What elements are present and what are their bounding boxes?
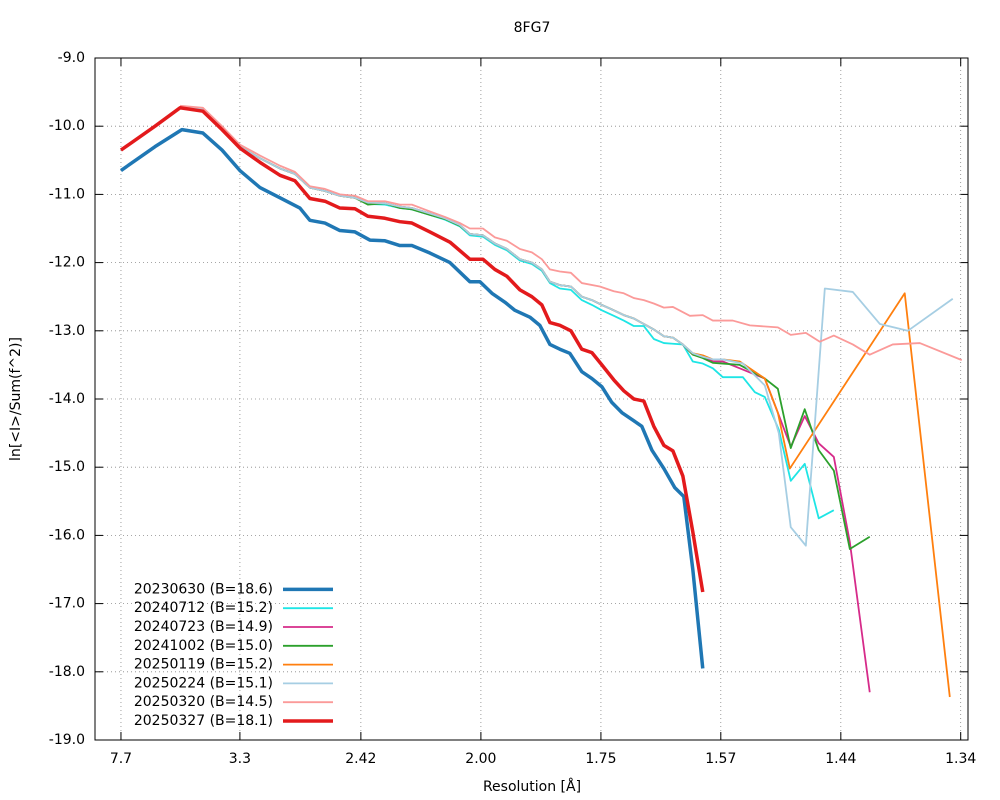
x-tick-label: 7.7 [110, 751, 132, 767]
chart-title: 8FG7 [514, 20, 551, 36]
x-tick-label: 1.57 [705, 751, 736, 767]
x-tick-label: 1.34 [945, 751, 976, 767]
y-tick-label: -17.0 [49, 596, 85, 612]
legend-label: 20241002 (B=15.0) [134, 638, 273, 654]
x-axis-label: Resolution [Å] [483, 778, 581, 795]
series-line [119, 127, 705, 669]
series-line [179, 104, 963, 361]
series-line [179, 106, 954, 547]
series-line [119, 106, 705, 593]
legend-label: 20240723 (B=14.9) [134, 619, 273, 635]
legend-label: 20230630 (B=18.6) [134, 581, 273, 597]
y-tick-label: -12.0 [49, 255, 85, 271]
x-tick-label: 2.42 [345, 751, 376, 767]
y-tick-label: -9.0 [58, 50, 85, 66]
legend-label: 20250320 (B=14.5) [134, 694, 273, 710]
x-tick-label: 1.75 [585, 751, 616, 767]
x-tick-label: 2.00 [465, 751, 496, 767]
y-tick-label: -18.0 [49, 664, 85, 680]
y-tick-label: -15.0 [49, 459, 85, 475]
y-tick-label: -14.0 [49, 391, 85, 407]
y-tick-label: -13.0 [49, 323, 85, 339]
y-tick-label: -10.0 [49, 118, 85, 134]
legend-label: 20250119 (B=15.2) [134, 657, 273, 673]
plot-frame [94, 57, 969, 741]
legend-label: 20240712 (B=15.2) [134, 600, 273, 616]
y-tick-label: -16.0 [49, 527, 85, 543]
x-tick-label: 1.44 [825, 751, 856, 767]
y-axis-label: ln[<I>/Sum(f^2)] [8, 337, 24, 461]
legend-label: 20250327 (B=18.1) [134, 713, 273, 729]
x-tick-label: 3.3 [229, 751, 251, 767]
y-tick-label: -19.0 [49, 732, 85, 748]
legend-label: 20250224 (B=15.1) [134, 675, 273, 691]
y-tick-label: -11.0 [49, 186, 85, 202]
